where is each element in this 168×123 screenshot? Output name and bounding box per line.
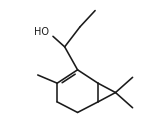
Text: HO: HO	[34, 27, 49, 37]
